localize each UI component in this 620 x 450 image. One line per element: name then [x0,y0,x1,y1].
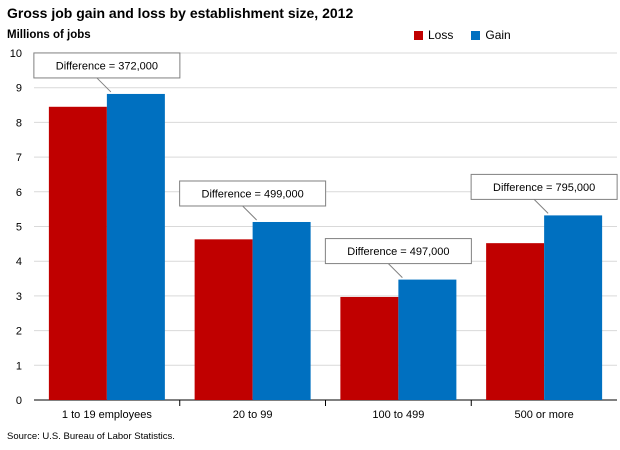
annotation-leader [533,199,549,214]
annotation-text: Difference = 499,000 [202,188,304,200]
legend-label-gain: Gain [485,28,511,42]
bar-gain [544,215,603,400]
x-tick-label: 500 or more [514,409,573,421]
bar-gain [398,279,457,400]
bar-gain [252,221,311,400]
bar-loss [194,239,253,400]
y-tick-label: 10 [10,48,22,60]
legend-item-gain: Gain [471,28,511,42]
legend-label-loss: Loss [428,28,454,42]
legend-swatch-loss [414,30,423,40]
chart-title: Gross job gain and loss by establishment… [7,5,354,21]
legend-item-loss: Loss [414,28,453,42]
y-axis-label: Millions of jobs [7,29,91,41]
y-tick-label: 5 [16,222,22,234]
x-tick-label: 20 to 99 [233,409,273,421]
bar-loss [340,296,399,400]
annotation-box [470,173,618,200]
bar-loss [48,106,107,400]
y-tick-label: 8 [16,117,22,129]
x-tick-label: 1 to 19 employees [62,409,152,421]
annotation-text: Difference = 372,000 [56,60,158,72]
annotation-text: Difference = 497,000 [347,246,449,258]
annotation-text: Difference = 795,000 [493,182,595,194]
annotation-box [324,238,472,265]
x-tick-label: 100 to 499 [372,409,424,421]
y-tick-label: 6 [16,187,22,199]
legend: Loss Gain [414,28,529,42]
y-tick-label: 4 [16,256,22,268]
annotation-leader [242,205,257,221]
y-tick-label: 1 [16,360,22,372]
source-note: Source: U.S. Bureau of Labor Statistics. [7,431,175,442]
annotation-box [179,180,327,207]
y-tick-label: 0 [16,395,22,407]
bar-gain [106,93,165,401]
annotation-leader [96,77,112,93]
y-tick-label: 3 [16,291,22,303]
bar-loss [486,243,545,400]
y-tick-label: 2 [16,326,22,338]
annotation-leader [388,263,403,278]
annotation-box [33,52,181,79]
legend-swatch-gain [471,30,481,40]
y-tick-label: 7 [16,152,22,164]
y-tick-label: 9 [16,83,22,95]
